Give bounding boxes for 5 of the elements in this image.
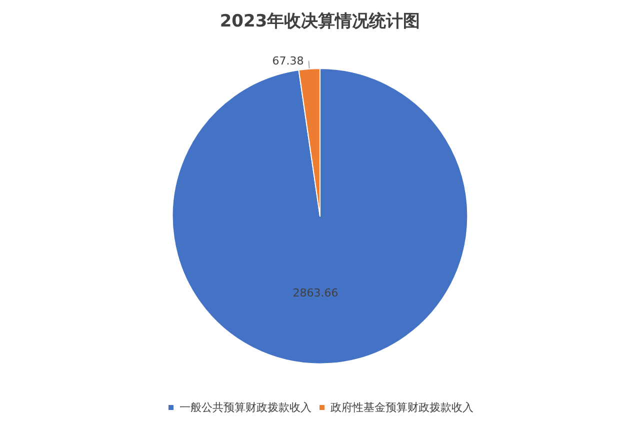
legend-label: 政府性基金预算财政拨款收入 xyxy=(330,401,474,414)
chart-title: 2023年收决算情况统计图 xyxy=(220,12,420,32)
data-label: 2863.66 xyxy=(292,286,338,300)
data-label: 67.38 xyxy=(272,54,304,68)
legend-label: 一般公共预算财政拨款收入 xyxy=(180,401,312,414)
